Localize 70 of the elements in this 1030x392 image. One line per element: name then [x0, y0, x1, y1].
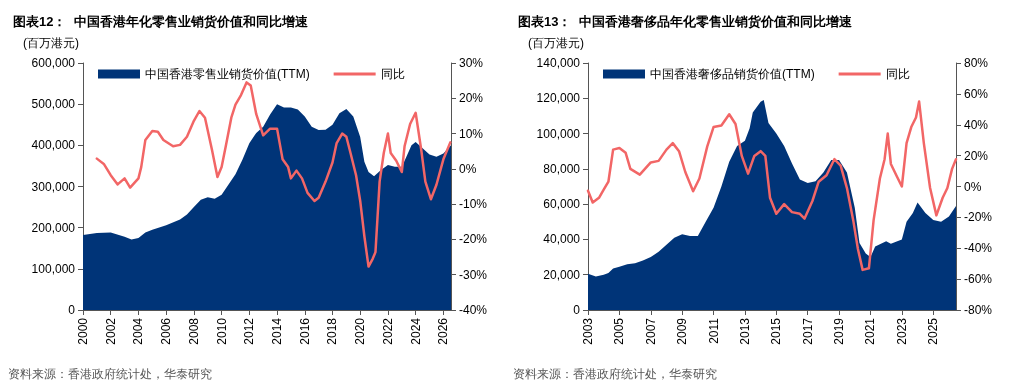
y-tick-label: 100,000 — [31, 261, 76, 276]
x-tick-label: 2000 — [76, 317, 90, 345]
legend-label: 中国香港零售业销货价值(TTM) — [145, 67, 310, 81]
x-tick-label: 2023 — [894, 317, 909, 345]
y2-tick-label: 40% — [964, 117, 989, 132]
text: 资料来源：香港政府统计处，华泰研究 — [513, 367, 717, 381]
y-tick-label: 40,000 — [543, 232, 581, 247]
y-tick-label: 0 — [573, 303, 581, 317]
x-tick-label: 2021 — [863, 317, 878, 345]
x-tick-label: 2024 — [408, 317, 423, 345]
y-axis-title: (百万港元) — [528, 36, 584, 50]
y-tick-label: 60,000 — [543, 197, 581, 212]
y-axis-title: (百万港元) — [23, 36, 79, 50]
y-tick-label: 20,000 — [543, 267, 581, 282]
x-tick-label: 2007 — [643, 317, 658, 345]
x-tick-label: 2016 — [297, 317, 312, 345]
x-tick-label: 2002 — [103, 317, 118, 345]
y-tick-label: 120,000 — [536, 91, 581, 106]
y2-tick-label: -40% — [964, 241, 993, 256]
x-tick-label: 2025 — [926, 317, 941, 345]
y-tick-label: 200,000 — [31, 220, 76, 235]
y2-tick-label: -40% — [459, 303, 488, 317]
y2-tick-label: 30% — [459, 56, 484, 70]
line-series — [586, 100, 958, 272]
y-tick-label: 400,000 — [31, 138, 76, 153]
chart-title: 图表13： 中国香港奢侈品年化零售业销货价值和同比增速 — [518, 14, 853, 29]
line-series — [95, 81, 452, 268]
legend-label: 中国香港奢侈品销货价值(TTM) — [650, 67, 815, 81]
y-tick-label: 600,000 — [31, 56, 76, 70]
y2-tick-label: -20% — [964, 210, 993, 225]
y-tick-label: 0 — [68, 303, 76, 317]
x-tick-label: 2017 — [800, 317, 815, 345]
legend-label: 同比 — [380, 67, 405, 81]
x-tick-label: 2010 — [214, 317, 229, 345]
y2-tick-label: -80% — [964, 303, 993, 317]
x-tick-label: 2003 — [581, 317, 595, 345]
y2-tick-label: 80% — [964, 56, 989, 70]
y2-tick-label: 20% — [964, 148, 989, 163]
y2-tick-label: 10% — [459, 126, 484, 141]
y-tick-label: 80,000 — [543, 161, 581, 176]
x-tick-label: 2012 — [242, 317, 257, 345]
y-tick-label: 100,000 — [536, 126, 581, 141]
x-tick-label: 2014 — [270, 317, 285, 345]
x-tick-label: 2020 — [353, 317, 368, 345]
x-tick-label: 2006 — [159, 317, 174, 345]
y2-tick-label: -20% — [459, 232, 488, 247]
x-tick-label: 2019 — [832, 317, 847, 345]
legend-label: 同比 — [885, 67, 910, 81]
x-tick-label: 2015 — [769, 317, 784, 345]
y2-tick-label: -30% — [459, 267, 488, 282]
x-tick-label: 2022 — [380, 317, 395, 345]
y2-tick-label: 20% — [459, 91, 484, 106]
text: 资料来源：香港政府统计处，华泰研究 — [8, 367, 212, 381]
x-tick-label: 2013 — [737, 317, 752, 345]
y2-tick-label: -60% — [964, 272, 993, 287]
x-tick-label: 2011 — [706, 317, 721, 344]
y2-tick-label: -10% — [459, 197, 488, 212]
x-tick-label: 2026 — [436, 317, 451, 345]
x-tick-label: 2009 — [675, 317, 690, 345]
chart-title: 图表12： 中国香港年化零售业销货价值和同比增速 — [13, 14, 309, 29]
x-tick-label: 2008 — [186, 317, 201, 345]
x-tick-label: 2018 — [325, 317, 340, 345]
x-tick-label: 2004 — [131, 317, 146, 345]
y2-tick-label: 0% — [459, 161, 477, 176]
y-tick-label: 300,000 — [31, 179, 76, 194]
y2-tick-label: 60% — [964, 86, 989, 101]
y-tick-label: 140,000 — [536, 56, 581, 70]
y-tick-label: 500,000 — [31, 97, 76, 112]
y2-tick-label: 0% — [964, 179, 982, 194]
x-tick-label: 2005 — [612, 317, 627, 345]
